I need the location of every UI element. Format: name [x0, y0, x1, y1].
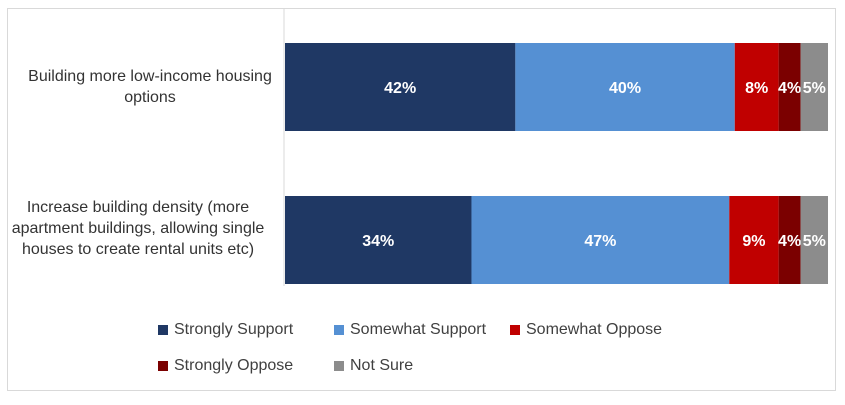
- data-label-building-density-not-sure: 5%: [803, 233, 826, 250]
- legend-swatch-strongly-oppose: [158, 361, 168, 371]
- legend-item-strongly-support: Strongly Support: [158, 320, 293, 340]
- legend-swatch-not-sure: [334, 361, 344, 371]
- bar-building-density-strongly-oppose: [778, 196, 801, 284]
- legend-swatch-somewhat-support: [334, 325, 344, 335]
- legend-swatch-strongly-support: [158, 325, 168, 335]
- category-label-building-density: Increase building density (more apartmen…: [11, 199, 265, 258]
- bars-layer: 42% 40% 8% 4% 5%34% 47% 9% 4% 5%: [285, 43, 828, 284]
- bar-building-density-not-sure: [800, 196, 828, 284]
- bar-low-income-housing-somewhat-support: [515, 43, 735, 131]
- category-label-low-income-housing: Building more low-income housing options: [28, 68, 272, 106]
- bar-building-density-strongly-support: [285, 196, 472, 284]
- legend-item-not-sure: Not Sure: [334, 356, 413, 376]
- bar-low-income-housing-somewhat-oppose: [734, 43, 779, 131]
- data-label-low-income-housing-strongly-support: 42%: [384, 80, 416, 97]
- legend-label-strongly-oppose: Strongly Oppose: [174, 357, 294, 374]
- legend-label-not-sure: Not Sure: [350, 357, 414, 374]
- bar-building-density-somewhat-support: [471, 196, 730, 284]
- data-label-low-income-housing-strongly-oppose: 4%: [778, 80, 801, 97]
- bar-low-income-housing-strongly-oppose: [778, 43, 801, 131]
- data-label-building-density-strongly-oppose: 4%: [778, 233, 801, 250]
- legend-item-somewhat-support: Somewhat Support: [334, 320, 486, 340]
- data-label-low-income-housing-not-sure: 5%: [803, 80, 826, 97]
- legend-swatch-somewhat-oppose: [510, 325, 520, 335]
- legend-label-strongly-support: Strongly Support: [174, 321, 294, 338]
- data-label-low-income-housing-somewhat-support: 40%: [609, 80, 641, 97]
- data-label-building-density-strongly-support: 34%: [362, 233, 394, 250]
- chart-frame: [7, 8, 836, 391]
- bar-low-income-housing-not-sure: [800, 43, 828, 131]
- legend-item-strongly-oppose: Strongly Oppose: [158, 356, 293, 376]
- legend-item-somewhat-oppose: Somewhat Oppose: [510, 320, 662, 340]
- data-label-building-density-somewhat-support: 47%: [584, 233, 616, 250]
- data-label-building-density-somewhat-oppose: 9%: [742, 233, 765, 250]
- bar-low-income-housing-strongly-support: [285, 43, 516, 131]
- legend-label-somewhat-oppose: Somewhat Oppose: [526, 321, 663, 338]
- data-label-low-income-housing-somewhat-oppose: 8%: [745, 80, 768, 97]
- bar-building-density-somewhat-oppose: [729, 196, 779, 284]
- legend-label-somewhat-support: Somewhat Support: [350, 321, 487, 338]
- chart-legend: Strongly Support Somewhat Support Somewh…: [158, 320, 718, 384]
